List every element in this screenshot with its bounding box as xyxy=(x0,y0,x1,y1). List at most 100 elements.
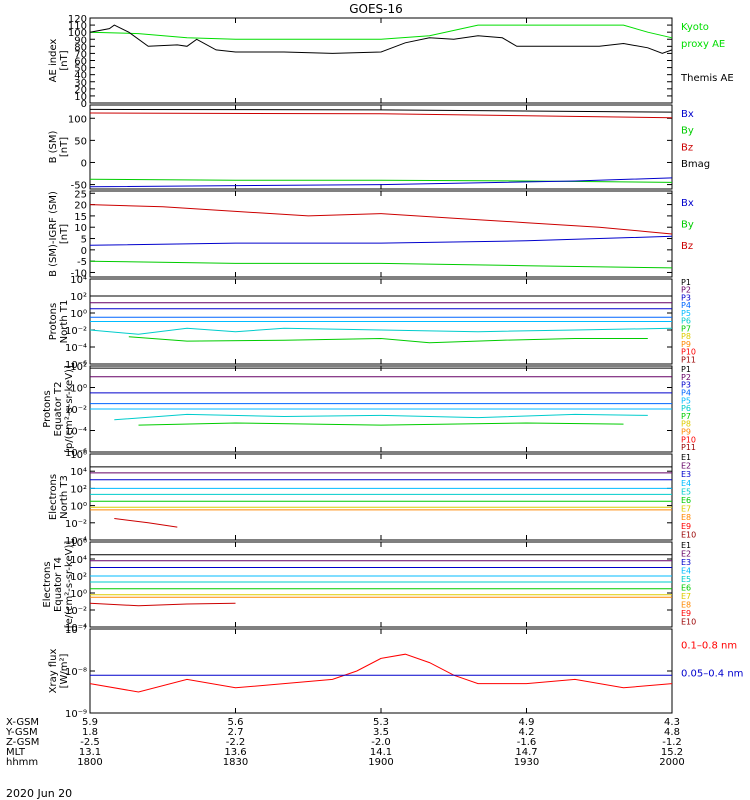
legend-entry: P9 xyxy=(681,428,691,437)
y-tick-label: 10⁻⁴ xyxy=(65,427,87,438)
legend-entry: 0.05–0.4 nm xyxy=(681,669,743,680)
legend-entry: P5 xyxy=(681,396,691,405)
y-tick-label: 10² xyxy=(70,292,87,303)
y-axis-label: Electrons xyxy=(48,474,59,520)
y-tick-label: -5 xyxy=(77,257,87,268)
legend-entry: E8 xyxy=(681,601,691,610)
series-line xyxy=(89,235,673,246)
y-tick-label: 10² xyxy=(70,572,87,583)
y-tick-label: 40 xyxy=(74,71,87,82)
legend-entry: E1 xyxy=(681,541,691,550)
legend-entry: P2 xyxy=(681,373,691,382)
y-tick-label: 80 xyxy=(74,42,87,53)
panel-frame xyxy=(89,190,673,278)
y-tick-label: -50 xyxy=(71,181,87,192)
legend-entry: P9 xyxy=(681,340,691,349)
series-line xyxy=(89,602,236,607)
series-line xyxy=(89,24,673,54)
y-tick-label: 10⁻² xyxy=(65,519,87,530)
y-tick-label: 10⁰ xyxy=(70,502,87,513)
y-tick-label: 0 xyxy=(81,246,87,257)
legend-entry: E2 xyxy=(681,550,691,559)
legend-entry: Bx xyxy=(681,109,694,120)
ephemeris-label: Y-GSM xyxy=(5,727,38,738)
y-tick-label: 10⁻⁴ xyxy=(65,536,87,547)
ephemeris-value: 4.9 xyxy=(519,717,535,728)
legend-entry: E4 xyxy=(681,567,691,576)
y-tick-label: 70 xyxy=(74,49,87,60)
legend-entry: proxy AE xyxy=(681,39,725,50)
y-tick-label: 10⁻² xyxy=(65,405,87,416)
ephemeris-value: 13.6 xyxy=(224,747,246,758)
legend-entry: E1 xyxy=(681,453,691,462)
y-tick-label: 10⁻² xyxy=(65,606,87,617)
ephemeris-value: 2.7 xyxy=(228,727,244,738)
y-tick-label: 0 xyxy=(81,158,87,169)
legend-entry: P1 xyxy=(681,365,691,374)
y-axis-label: Protons xyxy=(42,390,53,427)
legend-entry: E5 xyxy=(681,575,691,584)
y-tick-label: 10 xyxy=(74,223,87,234)
ephemeris-value: -1.2 xyxy=(662,737,682,748)
y-tick-label: 50 xyxy=(74,64,87,75)
legend-entry: Bmag xyxy=(681,159,710,170)
series-line xyxy=(89,260,673,269)
y-tick-label: 10⁰ xyxy=(70,384,87,395)
y-tick-label: 110 xyxy=(68,21,87,32)
legend-entry: Kyoto xyxy=(681,22,709,33)
legend-entry: P6 xyxy=(681,317,691,326)
y-tick-label: 10⁻² xyxy=(65,326,87,337)
panel-frame xyxy=(89,104,673,190)
ephemeris-value: 1930 xyxy=(514,757,539,768)
y-tick-label: 25 xyxy=(74,189,87,200)
legend-entry: P5 xyxy=(681,309,691,318)
legend-entry: E6 xyxy=(681,496,691,505)
ephemeris-value: -2.2 xyxy=(226,737,246,748)
ephemeris-value: 1900 xyxy=(368,757,393,768)
y-tick-label: 10⁶ xyxy=(70,538,87,549)
y-tick-label: 10⁰ xyxy=(70,589,87,600)
series-line xyxy=(114,518,178,528)
y-tick-label: 50 xyxy=(74,136,87,147)
ephemeris-value: 14.1 xyxy=(370,747,392,758)
legend-entry: 0.1–0.8 nm xyxy=(681,641,737,652)
y-tick-label: 10⁴ xyxy=(70,275,87,286)
legend-entry: E10 xyxy=(681,530,696,539)
ephemeris-value: 2000 xyxy=(659,757,684,768)
y-tick-label: 10⁴ xyxy=(70,555,87,566)
y-tick-label: 10⁴ xyxy=(70,467,87,478)
series-line xyxy=(89,327,673,335)
y-tick-label: 60 xyxy=(74,57,87,68)
ephemeris-label: MLT xyxy=(6,747,26,758)
y-tick-label: 20 xyxy=(74,201,87,212)
series-line xyxy=(89,653,673,693)
legend-entry: E8 xyxy=(681,513,691,522)
legend-entry: Bx xyxy=(681,198,694,209)
y-tick-label: 90 xyxy=(74,35,87,46)
ephemeris-label: Z-GSM xyxy=(6,737,39,748)
y-tick-label: 10⁻⁶ xyxy=(65,448,87,459)
series-line xyxy=(89,112,673,119)
y-tick-label: 10⁻⁸ xyxy=(65,667,87,678)
y-axis-label: Equator T2 xyxy=(53,382,64,437)
y-tick-label: 10⁰ xyxy=(70,309,87,320)
y-tick-label: 5 xyxy=(81,235,87,246)
legend-entry: P8 xyxy=(681,420,691,429)
legend-entry: E3 xyxy=(681,470,691,479)
legend-entry: P10 xyxy=(681,435,696,444)
y-tick-label: 100 xyxy=(68,114,87,125)
y-tick-label: -10 xyxy=(71,268,87,279)
y-axis-label: Protons xyxy=(48,303,59,340)
y-tick-label: 10⁻⁶ xyxy=(65,360,87,371)
panel-frame xyxy=(89,628,673,714)
y-axis-label: B (SM) xyxy=(48,130,59,163)
ephemeris-value: -2.0 xyxy=(371,737,391,748)
ephemeris-value: 13.1 xyxy=(79,747,101,758)
legend-entry: P6 xyxy=(681,404,691,413)
ephemeris-value: -2.5 xyxy=(80,737,100,748)
legend-entry: E3 xyxy=(681,558,691,567)
ephemeris-label: X-GSM xyxy=(6,717,39,728)
legend-entry: E9 xyxy=(681,609,691,618)
y-axis-label: [nT] xyxy=(59,224,70,244)
plot-title: GOES-16 xyxy=(349,2,403,16)
